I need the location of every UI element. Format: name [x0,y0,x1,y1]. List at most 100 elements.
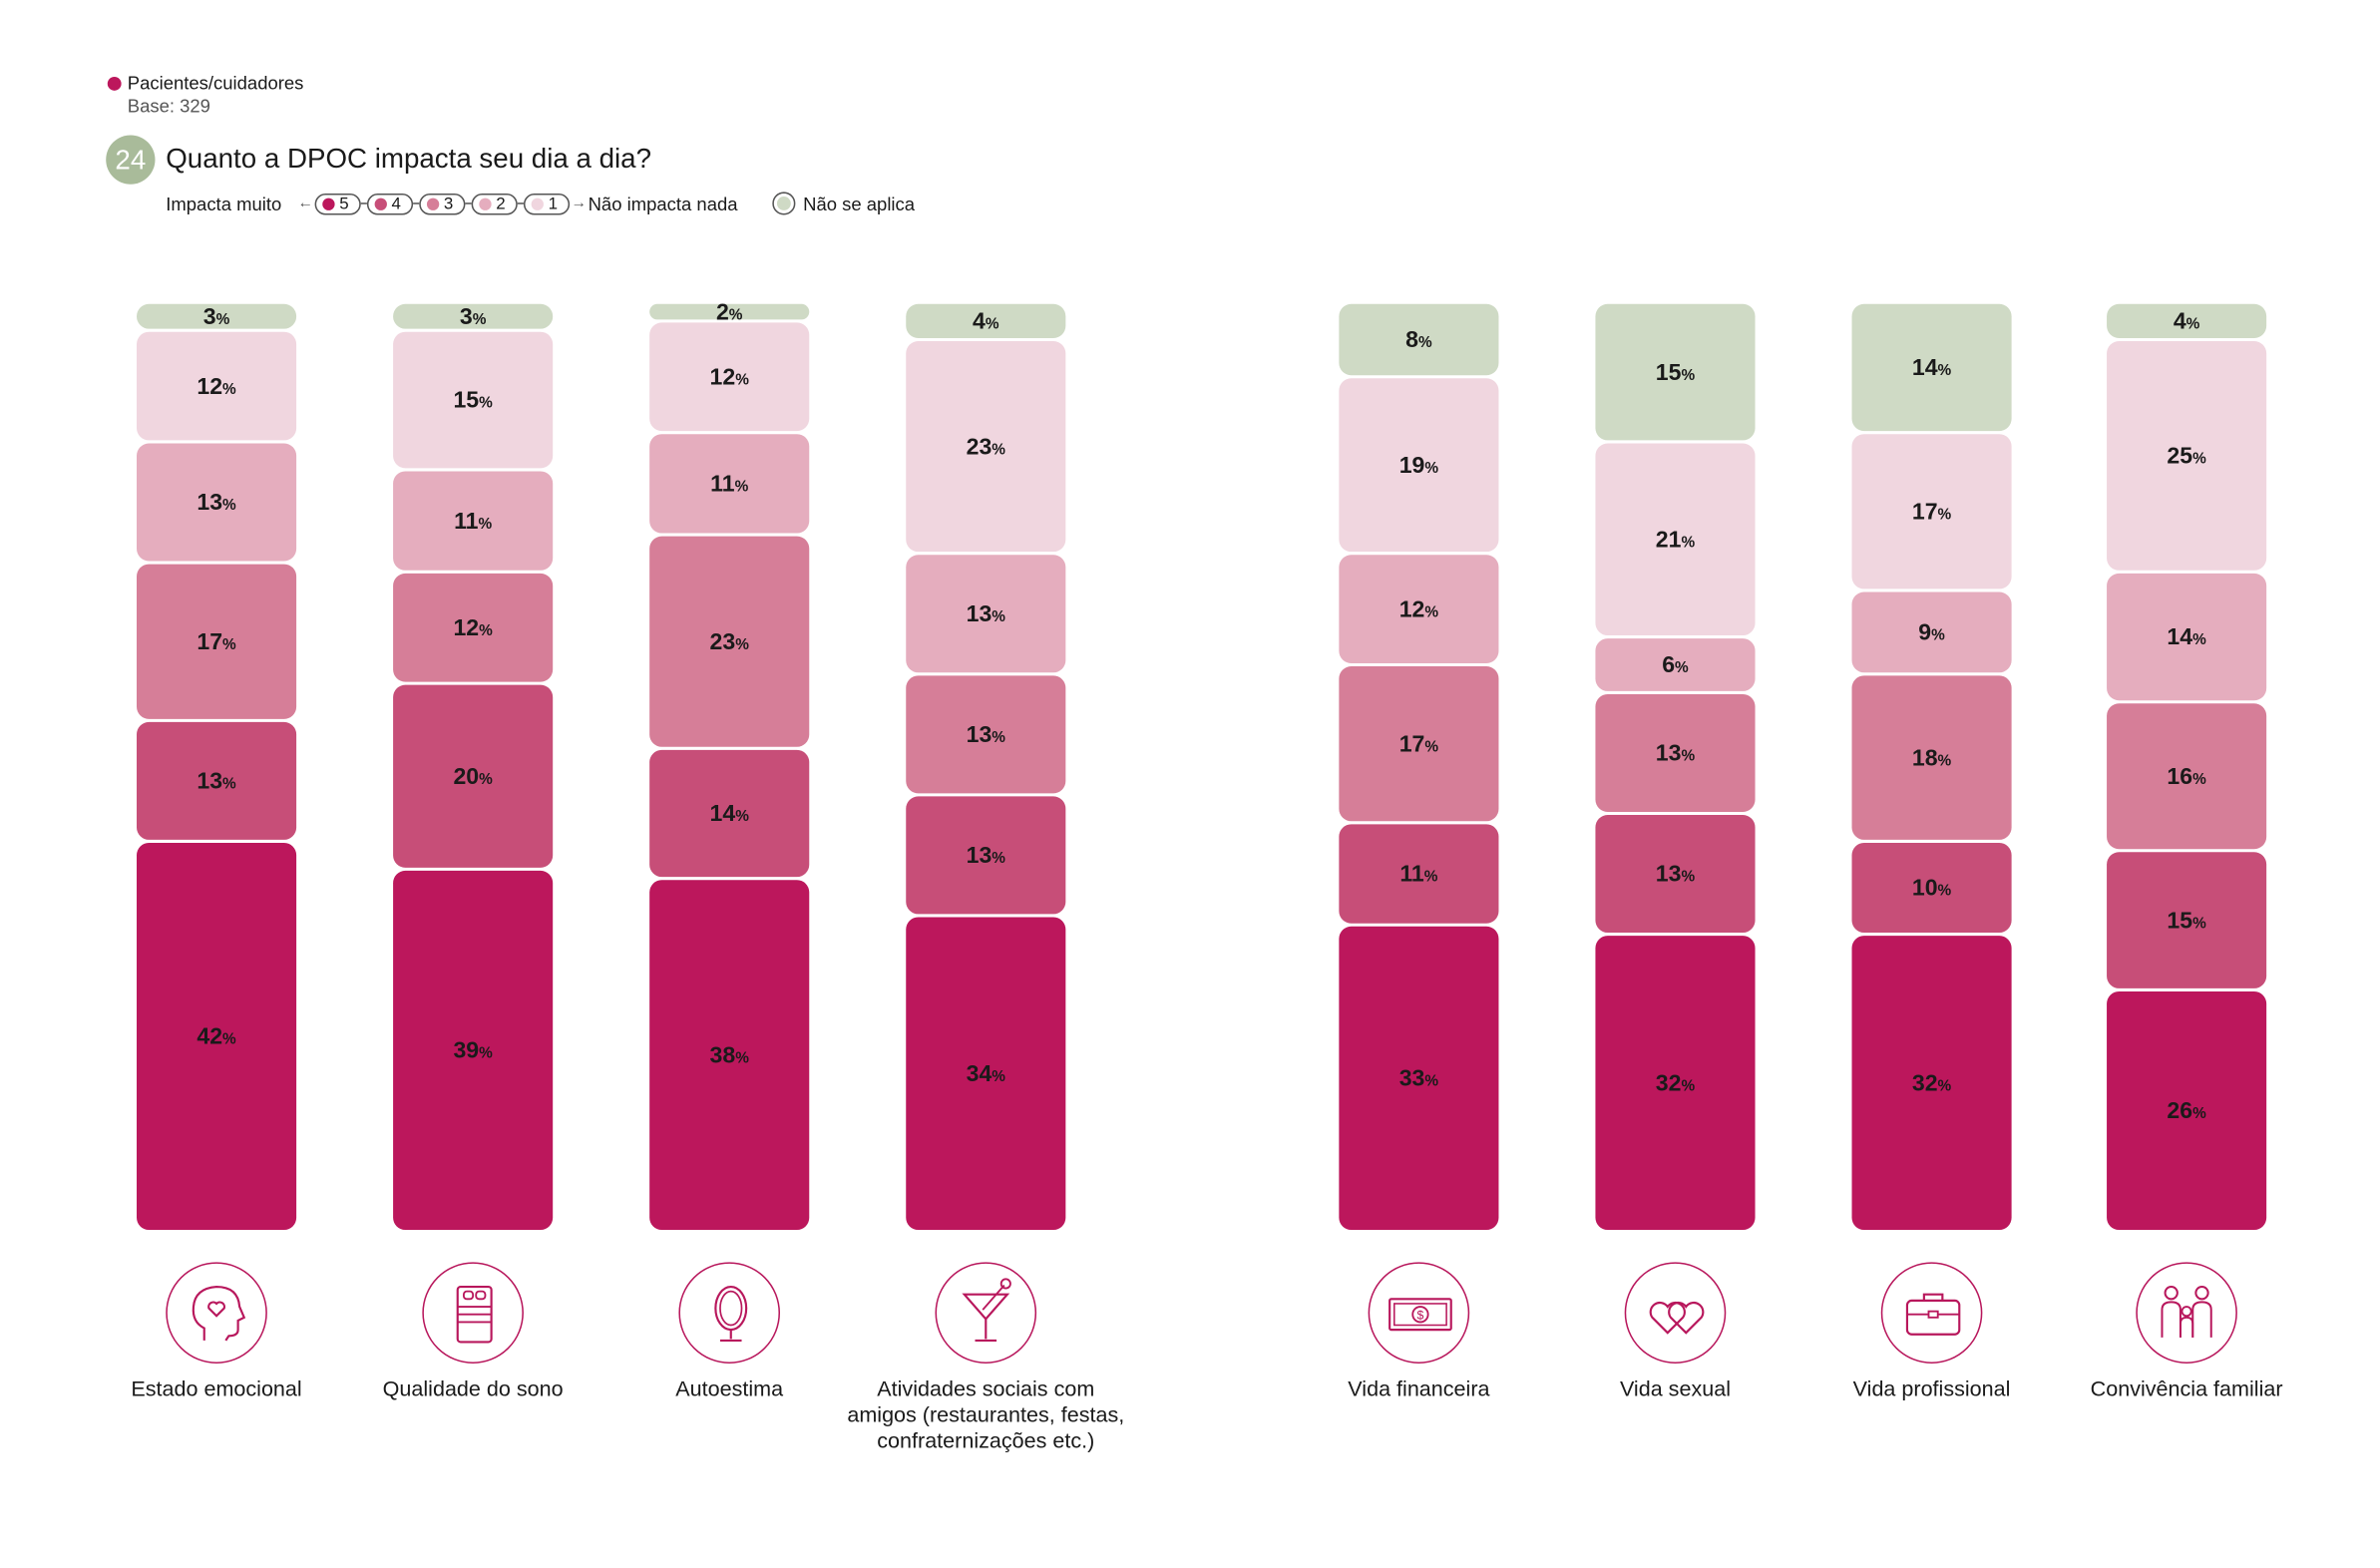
bar-segment-na [2107,303,2267,338]
data-label: 16% [2167,763,2206,789]
data-label: 13% [1656,740,1696,766]
bar-segment-5 [1595,936,1756,1231]
data-label: 12% [197,373,236,399]
category-label: Convivência familiar [2090,1375,2283,1400]
bar-segment-na [1595,303,1756,441]
data-label: 39% [453,1037,493,1063]
question-number-badge: 24 [106,135,156,185]
question-title: Quanto a DPOC impacta seu dia a dia? [166,143,651,174]
bar-segment-na [906,303,1066,338]
data-label: 32% [1656,1069,1696,1095]
bar-stack-4: 33% 11% 17% 12% 19% 8% [1339,303,1499,1231]
bar-segment-5 [137,842,297,1231]
data-label: 13% [197,489,236,515]
data-label: 23% [710,628,750,654]
data-label: 13% [197,768,236,794]
data-label: 13% [967,600,1006,626]
head-heart-icon [166,1262,267,1364]
category-label: Vida sexual [1619,1375,1731,1400]
cocktail-icon [935,1262,1037,1364]
bar-stack-3: 34% 13% 13% 13% 23% 4% [906,303,1066,1231]
data-label: 38% [710,1041,750,1067]
bar-stack-6: 32% 10% 18% 9% 17% 14% [1851,303,2012,1231]
scale-pill-1: 1 [523,193,571,215]
data-label: 19% [1399,452,1439,478]
bar-stack-2: 38% 14% 23% 11% 12% 2% [649,298,810,1231]
arrow-left-icon: ← [297,195,314,212]
data-label: 13% [967,721,1006,747]
scale-left-label: Impacta muito [166,193,282,215]
bar-segment-4 [1595,815,1756,934]
category-label: Vida financeira [1348,1375,1490,1400]
data-label: 33% [1399,1065,1439,1091]
bar-segment-4 [137,721,297,840]
bar-stack-5: 32% 13% 13% 6% 21% 15% [1595,303,1756,1231]
scale-pill-2: 2 [471,193,518,215]
category-label: Vida profissional [1852,1375,2011,1400]
data-label: 14% [710,800,750,826]
family-icon [2136,1262,2237,1364]
data-label: 4% [973,308,999,334]
bar-segment-5 [1339,926,1499,1231]
data-label: 17% [197,628,236,654]
bar-segment-2 [2107,573,2267,701]
bar-segment-3 [1851,675,2012,840]
data-label: 2% [716,298,743,324]
data-label: 10% [1912,875,1952,901]
category-label: Estado emocional [131,1375,302,1400]
data-label: 25% [2167,443,2206,469]
bar-segment-3 [393,573,554,682]
data-label: 15% [2167,907,2206,933]
data-label: 32% [1912,1069,1952,1095]
data-label: 8% [1405,326,1432,352]
data-label: 15% [453,387,493,413]
bed-icon [422,1262,524,1364]
bar-segment-1 [393,331,554,469]
bar-stack-7: 26% 15% 16% 14% 25% 4% [2107,303,2267,1231]
bar-stack-1: 39% 20% 12% 11% 15% 3% [393,303,554,1231]
data-label: 4% [2174,308,2200,334]
data-label: 17% [1399,730,1439,756]
data-label: 34% [967,1060,1006,1086]
bar-segment-5 [1851,936,2012,1231]
bar-segment-2 [1595,638,1756,691]
bar-segment-2 [1339,555,1499,663]
bar-segment-4 [393,684,554,868]
data-label: 18% [1912,744,1952,770]
bar-segment-na [393,303,554,329]
bar-segment-1 [906,341,1066,553]
data-label: 6% [1662,651,1689,677]
bar-segment-3 [2107,703,2267,850]
data-label: 15% [1656,359,1696,385]
banknote-icon: $ [1368,1262,1470,1364]
bar-segment-2 [1851,591,2012,673]
bar-segment-na [1339,303,1499,376]
data-label: 12% [710,363,750,389]
briefcase-icon [1880,1262,1983,1364]
category-label: Qualidade do sono [382,1375,564,1400]
svg-text:$: $ [1417,1308,1424,1322]
bar-segment-na [1851,303,2012,432]
data-label: 21% [1656,526,1696,552]
bar-segment-na [649,303,810,320]
data-label: 13% [967,842,1006,868]
bar-segment-1 [649,322,810,432]
mirror-icon [678,1262,781,1364]
category-label: Atividades sociais com amigos (restauran… [847,1375,1125,1453]
data-label: 14% [2167,623,2206,649]
bar-segment-2 [393,471,554,571]
data-label: 11% [1399,861,1437,887]
bar-segment-4 [2107,852,2267,988]
two-hearts-icon [1624,1262,1727,1364]
data-label: 11% [710,471,748,497]
bar-segment-3 [137,564,297,719]
bar-segment-4 [1851,842,2012,934]
scale-right-label: Não impacta nada [588,193,738,215]
bar-segment-na [137,303,297,329]
bar-segment-3 [649,536,810,747]
not-applicable-label: Não se aplica [803,193,916,215]
bar-segment-5 [2107,990,2267,1231]
bar-segment-4 [906,796,1066,915]
data-label: 11% [454,508,492,534]
